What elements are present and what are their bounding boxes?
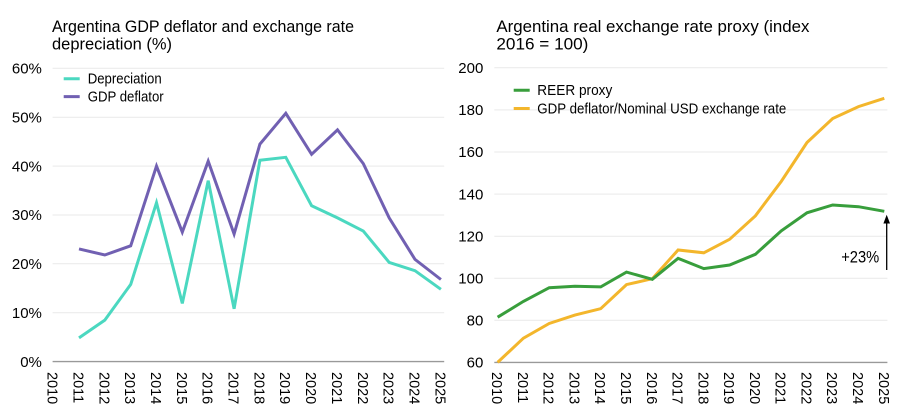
svg-text:2020: 2020 xyxy=(302,372,318,404)
svg-text:2017: 2017 xyxy=(225,372,241,404)
svg-text:200: 200 xyxy=(458,60,483,77)
svg-text:2022: 2022 xyxy=(798,372,814,404)
svg-text:2014: 2014 xyxy=(591,372,607,404)
svg-text:60%: 60% xyxy=(12,61,42,78)
svg-text:GDP deflator: GDP deflator xyxy=(88,89,164,106)
svg-text:2024: 2024 xyxy=(406,372,422,404)
svg-text:Argentina GDP deflator and exc: Argentina GDP deflator and exchange rate xyxy=(52,17,354,36)
svg-text:2020: 2020 xyxy=(746,372,762,404)
svg-text:160: 160 xyxy=(458,144,483,161)
svg-text:2015: 2015 xyxy=(173,372,189,404)
svg-text:2016 = 100): 2016 = 100) xyxy=(496,34,588,53)
svg-text:2010: 2010 xyxy=(44,372,60,404)
svg-text:10%: 10% xyxy=(12,305,42,322)
svg-text:2011: 2011 xyxy=(514,372,530,403)
svg-text:2021: 2021 xyxy=(772,372,788,404)
svg-text:2025: 2025 xyxy=(875,372,891,404)
svg-text:2019: 2019 xyxy=(720,372,736,404)
svg-text:2019: 2019 xyxy=(276,372,292,404)
svg-text:Depreciation: Depreciation xyxy=(88,71,162,88)
svg-text:2012: 2012 xyxy=(95,372,111,404)
svg-text:GDP deflator/Nominal USD excha: GDP deflator/Nominal USD exchange rate xyxy=(537,100,786,117)
svg-text:2023: 2023 xyxy=(823,372,839,404)
svg-text:2010: 2010 xyxy=(488,372,504,404)
svg-text:2017: 2017 xyxy=(669,372,685,404)
svg-text:2014: 2014 xyxy=(147,372,163,404)
svg-text:2016: 2016 xyxy=(643,372,659,404)
svg-text:2011: 2011 xyxy=(70,372,86,403)
svg-text:REER proxy: REER proxy xyxy=(537,82,612,99)
svg-text:30%: 30% xyxy=(12,207,42,224)
svg-text:140: 140 xyxy=(458,186,483,203)
svg-text:2023: 2023 xyxy=(380,372,396,404)
svg-text:2024: 2024 xyxy=(849,372,865,404)
svg-text:20%: 20% xyxy=(12,256,42,273)
svg-text:100: 100 xyxy=(458,270,483,287)
svg-text:2016: 2016 xyxy=(199,372,215,404)
svg-text:2021: 2021 xyxy=(328,372,344,404)
svg-text:180: 180 xyxy=(458,102,483,119)
svg-text:2022: 2022 xyxy=(354,372,370,404)
svg-text:2025: 2025 xyxy=(431,372,447,404)
svg-text:2013: 2013 xyxy=(565,372,581,404)
svg-text:0%: 0% xyxy=(20,354,42,371)
svg-text:50%: 50% xyxy=(12,109,42,126)
svg-text:Argentina real exchange rate p: Argentina real exchange rate proxy (inde… xyxy=(496,17,809,36)
svg-text:120: 120 xyxy=(458,228,483,245)
svg-text:depreciation (%): depreciation (%) xyxy=(52,34,172,53)
svg-text:2013: 2013 xyxy=(121,372,137,404)
svg-text:80: 80 xyxy=(467,313,484,330)
svg-text:2015: 2015 xyxy=(617,372,633,404)
svg-text:2012: 2012 xyxy=(540,372,556,404)
svg-text:2018: 2018 xyxy=(250,372,266,404)
svg-text:60: 60 xyxy=(467,355,484,372)
svg-text:+23%: +23% xyxy=(841,247,879,266)
svg-text:40%: 40% xyxy=(12,158,42,175)
svg-text:2018: 2018 xyxy=(694,372,710,404)
